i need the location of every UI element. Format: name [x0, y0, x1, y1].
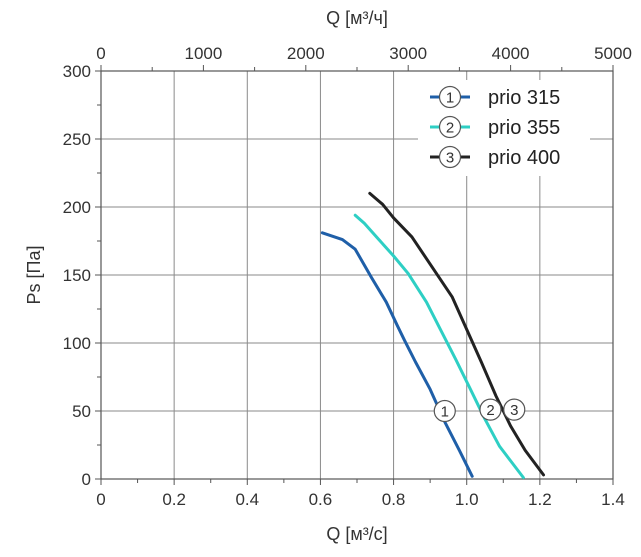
- series-line-2: [353, 213, 525, 480]
- legend-entry-1: prio 315: [488, 87, 560, 109]
- y-tick-label: 150: [63, 266, 91, 285]
- curve-marker-label-2: 2: [486, 402, 494, 419]
- y-tick-label: 100: [63, 334, 91, 353]
- y-axis-title: Ps [Па]: [24, 246, 44, 305]
- legend-entry-2: prio 355: [488, 117, 560, 139]
- y-tick-label: 50: [72, 402, 91, 421]
- x-bottom-tick-label: 0.4: [235, 490, 259, 509]
- series-layer: [320, 191, 545, 480]
- legend-marker-label-2: 2: [446, 120, 454, 137]
- y-tick-label: 0: [82, 470, 91, 489]
- legend-marker-label-3: 3: [446, 150, 454, 167]
- y-tick-label: 250: [63, 130, 91, 149]
- y-tick-label: 300: [63, 62, 91, 81]
- series-line-1: [320, 231, 474, 478]
- curve-marker-circle-1: [433, 399, 456, 423]
- series-line-3: [368, 191, 545, 477]
- x-top-tick-label: 5000: [594, 44, 632, 63]
- x-bottom-tick-label: 0.6: [309, 490, 333, 509]
- curve-marker-circle-2: [479, 398, 502, 421]
- x-top-tick-label: 2000: [287, 44, 325, 63]
- x-top-tick-label: 3000: [389, 44, 427, 63]
- x-top-tick-label: 0: [96, 44, 105, 63]
- x-bottom-tick-label: 0: [96, 490, 105, 509]
- legend-marker-label-1: 1: [446, 90, 454, 107]
- legend-entry-3: prio 400: [488, 147, 560, 169]
- curve-marker-label-1: 1: [441, 404, 449, 421]
- y-tick-label: 200: [63, 198, 91, 217]
- x-bottom-axis-title: Q [м³/с]: [326, 524, 387, 544]
- x-bottom-tick-label: 1.0: [455, 490, 479, 509]
- x-top-tick-label: 4000: [492, 44, 530, 63]
- curve-marker-label-3: 3: [510, 402, 518, 419]
- x-bottom-tick-label: 0.8: [382, 490, 406, 509]
- x-top-axis-title: Q [м³/ч]: [326, 8, 388, 28]
- x-bottom-tick-label: 1.2: [528, 490, 552, 509]
- x-bottom-tick-label: 1.4: [601, 490, 625, 509]
- legend-marker-circle-3: [438, 145, 462, 169]
- x-bottom-tick-label: 0.2: [162, 490, 186, 509]
- legend: 1 prio 315 2 prio 355 3 prio 400: [418, 80, 590, 176]
- axes: 0 0.2 0.4 0.6 0.8 1.0 1.2 1.40 1000 2000 3000 4000 5…: [24, 8, 632, 544]
- legend-marker-circle-1: [438, 85, 462, 109]
- x-top-tick-label: 1000: [184, 44, 222, 63]
- legend-marker-circle-2: [438, 115, 462, 139]
- curve-marker-circle-3: [503, 398, 526, 421]
